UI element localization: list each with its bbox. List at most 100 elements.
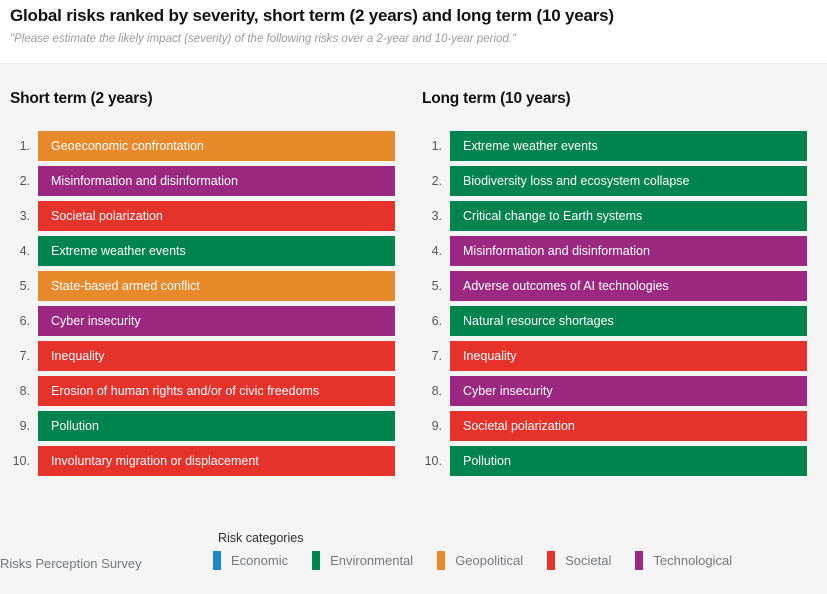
rank-number: 2.: [19, 174, 30, 188]
rank-number: 5.: [19, 279, 30, 293]
rank-row: 10. Involuntary migration or displacement: [0, 446, 395, 476]
short-term-column-title: Short term (2 years): [10, 90, 153, 107]
risk-bar-societal: Inequality: [38, 341, 395, 371]
risk-bar-label: Natural resource shortages: [463, 314, 614, 328]
risk-bar-label: Critical change to Earth systems: [463, 209, 643, 223]
rank-number: 7.: [431, 349, 442, 363]
risk-bar-label: Cyber insecurity: [463, 384, 553, 398]
risk-bar-technological: Cyber insecurity: [450, 376, 807, 406]
risk-bar-label: Pollution: [51, 419, 99, 433]
risk-bar-technological: Misinformation and disinformation: [450, 236, 807, 266]
rank-row: 6. Cyber insecurity: [0, 306, 395, 336]
long-term-column: Long term (10 years) 1. Extreme weather e…: [412, 90, 807, 481]
rank-number: 6.: [431, 314, 442, 328]
legend-item-technological: Technological: [635, 551, 732, 570]
short-term-rank-list: 1. Geoeconomic confrontation 2. Misinformat…: [0, 131, 395, 476]
rank-row: 9. Societal polarization: [412, 411, 807, 441]
risk-bar-label: Geoeconomic confrontation: [51, 139, 204, 153]
rank-row: 3. Societal polarization: [0, 201, 395, 231]
risk-bar-label: Inequality: [463, 349, 517, 363]
rank-number: 2.: [431, 174, 442, 188]
rank-row: 2. Biodiversity loss and ecosystem collap…: [412, 166, 807, 196]
short-term-column: Short term (2 years) 1. Geoeconomic confr…: [0, 90, 395, 481]
rank-number: 8.: [19, 384, 30, 398]
risk-bar-environmental: Biodiversity loss and ecosystem collapse: [450, 166, 807, 196]
risk-bar-label: Involuntary migration or displacement: [51, 454, 259, 468]
economic-color-swatch-icon: [213, 551, 221, 570]
rank-row: 1. Geoeconomic confrontation: [0, 131, 395, 161]
rank-number: 3.: [431, 209, 442, 223]
rank-row: 6. Natural resource shortages: [412, 306, 807, 336]
risk-bar-environmental: Extreme weather events: [450, 131, 807, 161]
risk-bar-label: Societal polarization: [51, 209, 163, 223]
rank-number: 4.: [19, 244, 30, 258]
risk-bar-label: Misinformation and disinformation: [51, 174, 238, 188]
source-text: Risks Perception Survey: [0, 556, 142, 571]
legend-label: Geopolitical: [455, 553, 524, 568]
risk-bar-label: Erosion of human rights and/or of civic …: [51, 384, 320, 398]
long-term-rank-list: 1. Extreme weather events 2. Biodiversity l…: [412, 131, 807, 476]
legend-label: Economic: [231, 553, 289, 568]
legend-item-societal: Societal: [547, 551, 611, 570]
risk-bar-technological: Cyber insecurity: [38, 306, 395, 336]
risk-bar-societal: Involuntary migration or displacement: [38, 446, 395, 476]
rank-number: 1.: [431, 139, 442, 153]
rank-row: 4. Extreme weather events: [0, 236, 395, 266]
page-title: Global risks ranked by severity, short t…: [10, 6, 614, 25]
rank-row: 5. State-based armed conflict: [0, 271, 395, 301]
title-band: Global risks ranked by severity, short t…: [0, 0, 827, 64]
risk-bar-label: Inequality: [51, 349, 105, 363]
risk-bar-environmental: Critical change to Earth systems: [450, 201, 807, 231]
rank-number: 1.: [19, 139, 30, 153]
rank-number: 5.: [431, 279, 442, 293]
technological-color-swatch-icon: [635, 551, 644, 570]
risk-bar-label: Societal polarization: [463, 419, 575, 433]
risk-bar-environmental: Extreme weather events: [38, 236, 395, 266]
rank-row: 5. Adverse outcomes of AI technologies: [412, 271, 807, 301]
risk-bar-label: Biodiversity loss and ecosystem collapse: [463, 174, 690, 188]
risk-bar-societal: Erosion of human rights and/or of civic …: [38, 376, 395, 406]
rank-row: 9. Pollution: [0, 411, 395, 441]
geopolitical-color-swatch-icon: [437, 551, 446, 570]
legend-label: Environmental: [330, 553, 414, 568]
rank-number: 4.: [431, 244, 442, 258]
risk-bar-technological: Adverse outcomes of AI technologies: [450, 271, 807, 301]
rank-row: 8. Erosion of human rights and/or of civi…: [0, 376, 395, 406]
risk-bar-technological: Misinformation and disinformation: [38, 166, 395, 196]
long-term-column-title: Long term (10 years): [422, 90, 571, 107]
risk-bar-label: Adverse outcomes of AI technologies: [463, 279, 669, 293]
rank-number: 9.: [431, 419, 442, 433]
risk-bar-societal: Societal polarization: [38, 201, 395, 231]
risk-bar-geopolitical: Geoeconomic confrontation: [38, 131, 395, 161]
risk-bar-environmental: Pollution: [38, 411, 395, 441]
rank-row: 1. Extreme weather events: [412, 131, 807, 161]
risk-bar-label: Extreme weather events: [463, 139, 598, 153]
rank-number: 7.: [19, 349, 30, 363]
risk-bar-label: Extreme weather events: [51, 244, 186, 258]
risk-bar-label: Pollution: [463, 454, 511, 468]
environmental-color-swatch-icon: [312, 551, 321, 570]
rank-row: 10. Pollution: [412, 446, 807, 476]
rank-row: 4. Misinformation and disinformation: [412, 236, 807, 266]
legend-item-environmental: Environmental: [312, 551, 413, 570]
legend-title: Risk categories: [218, 531, 304, 545]
legend-label: Technological: [653, 553, 733, 568]
rank-row: 8. Cyber insecurity: [412, 376, 807, 406]
risk-bar-environmental: Pollution: [450, 446, 807, 476]
rank-row: 2. Misinformation and disinformation: [0, 166, 395, 196]
legend-item-economic: Economic: [213, 551, 288, 570]
risk-bar-environmental: Natural resource shortages: [450, 306, 807, 336]
rank-number: 3.: [19, 209, 30, 223]
risk-category-legend: Economic Environmental Geopolitical Societa…: [213, 551, 732, 570]
rank-number: 8.: [431, 384, 442, 398]
rank-row: 3. Critical change to Earth systems: [412, 201, 807, 231]
rank-number: 10.: [12, 454, 30, 468]
risk-bar-label: Misinformation and disinformation: [463, 244, 650, 258]
legend-item-geopolitical: Geopolitical: [437, 551, 523, 570]
risk-bar-label: State-based armed conflict: [51, 279, 200, 293]
risk-bar-label: Cyber insecurity: [51, 314, 141, 328]
risk-bar-geopolitical: State-based armed conflict: [38, 271, 395, 301]
rank-row: 7. Inequality: [412, 341, 807, 371]
rank-number: 9.: [19, 419, 30, 433]
legend-label: Societal: [565, 553, 612, 568]
